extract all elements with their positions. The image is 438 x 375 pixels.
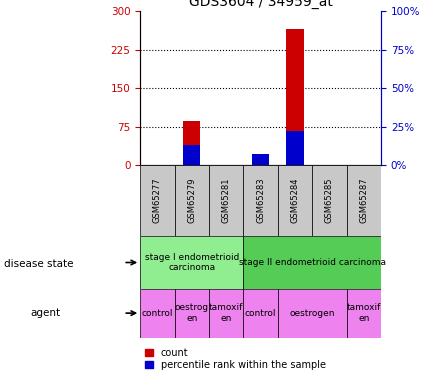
Bar xyxy=(244,289,278,338)
Bar xyxy=(252,158,269,165)
Text: GSM65279: GSM65279 xyxy=(187,178,196,224)
Legend: count, percentile rank within the sample: count, percentile rank within the sample xyxy=(145,348,325,370)
Bar xyxy=(346,289,381,338)
Bar xyxy=(286,131,304,165)
Bar xyxy=(252,154,269,165)
Bar xyxy=(286,29,304,165)
Text: GSM65281: GSM65281 xyxy=(222,178,231,224)
Text: control: control xyxy=(141,309,173,318)
Text: GSM65277: GSM65277 xyxy=(153,178,162,224)
Bar xyxy=(140,289,175,338)
Bar xyxy=(140,236,244,289)
Bar xyxy=(175,165,209,236)
Bar xyxy=(183,145,200,165)
Text: agent: agent xyxy=(31,308,61,318)
Bar xyxy=(140,165,175,236)
Title: GDS3604 / 34959_at: GDS3604 / 34959_at xyxy=(189,0,332,9)
Bar xyxy=(175,289,209,338)
Bar xyxy=(312,165,346,236)
Bar xyxy=(244,165,278,236)
Bar xyxy=(244,236,381,289)
Bar xyxy=(209,165,244,236)
Text: stage I endometrioid
carcinoma: stage I endometrioid carcinoma xyxy=(145,253,239,272)
Bar xyxy=(278,165,312,236)
Bar xyxy=(278,289,346,338)
Text: oestrogen: oestrogen xyxy=(290,309,335,318)
Text: GSM65284: GSM65284 xyxy=(290,178,300,224)
Text: disease state: disease state xyxy=(4,260,74,269)
Bar xyxy=(209,289,244,338)
Text: GSM65283: GSM65283 xyxy=(256,178,265,224)
Text: tamoxif
en: tamoxif en xyxy=(209,303,244,323)
Text: GSM65287: GSM65287 xyxy=(359,178,368,224)
Text: stage II endometrioid carcinoma: stage II endometrioid carcinoma xyxy=(239,258,386,267)
Text: GSM65285: GSM65285 xyxy=(325,178,334,224)
Text: oestrog
en: oestrog en xyxy=(175,303,209,323)
Bar xyxy=(183,122,200,165)
Text: control: control xyxy=(245,309,276,318)
Text: tamoxif
en: tamoxif en xyxy=(346,303,381,323)
Bar xyxy=(346,165,381,236)
